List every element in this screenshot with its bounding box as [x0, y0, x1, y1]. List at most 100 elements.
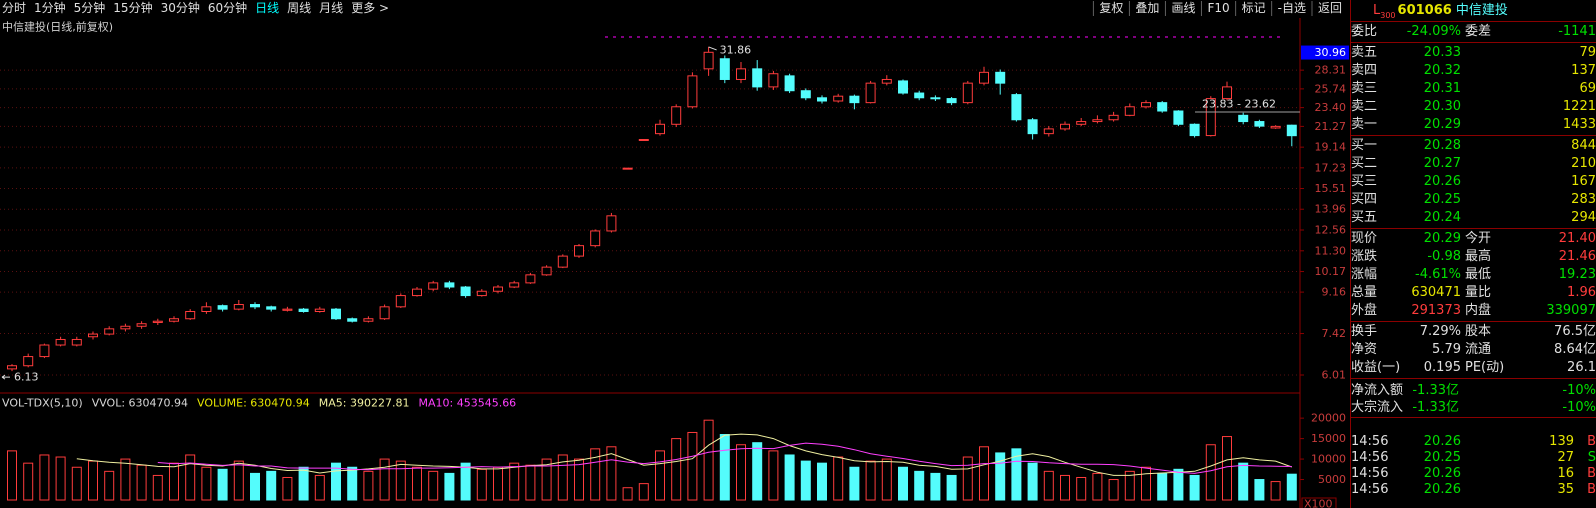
- book-volume: 294: [1571, 210, 1596, 225]
- volume-bar: [428, 470, 439, 501]
- stat-value: -0.98: [1427, 249, 1461, 264]
- volume-bar: [1173, 468, 1184, 501]
- chart-area: 中信建投(日线,前复权) 分时 1分钟 5分钟 15分钟 30分钟 60分钟 日线 周线 月线更…: [0, 0, 1349, 508]
- candle-body: [55, 338, 66, 346]
- min-pointer: [1, 374, 10, 380]
- range-label: 23.83 - 23.62: [1202, 98, 1276, 111]
- stat-value: 21.46: [1558, 249, 1596, 264]
- y-tick-label: 9.16: [1322, 286, 1347, 299]
- stat-label: 流通: [1465, 342, 1492, 357]
- volume-bar: [412, 466, 422, 501]
- candle-body: [946, 98, 957, 104]
- candle-body: [201, 306, 212, 313]
- volume-bar: [493, 466, 503, 501]
- toolbar-button[interactable]: 返回: [1318, 1, 1342, 15]
- volume-bar: [687, 431, 698, 501]
- period-tab[interactable]: 周线: [287, 1, 311, 15]
- candle-body: [1189, 123, 1200, 137]
- toolbar-button[interactable]: 叠加: [1135, 1, 1159, 15]
- trade-price: 20.26: [1423, 466, 1461, 481]
- toolbar-button[interactable]: 标记: [1242, 1, 1266, 15]
- candle-body: [395, 295, 406, 308]
- toolbar-button[interactable]: F10: [1207, 1, 1229, 15]
- stat-value: -24.09%: [1406, 24, 1461, 39]
- cursor-price: 30.96: [1315, 46, 1347, 59]
- trade-side: B: [1587, 466, 1596, 481]
- candle-body: [460, 286, 471, 297]
- volume-bar: [1254, 479, 1265, 501]
- period-tab[interactable]: 更多 >: [351, 1, 389, 15]
- candle-body: [152, 320, 163, 323]
- period-tab[interactable]: 1分钟: [34, 0, 66, 15]
- candle-body: [1222, 86, 1232, 100]
- period-tab[interactable]: 分时: [2, 1, 26, 15]
- stat-value: 8.64亿: [1554, 342, 1596, 357]
- volume-bar: [282, 476, 293, 501]
- candle-body: [347, 318, 358, 322]
- candle-body: [298, 308, 309, 313]
- candle-body: [1043, 128, 1054, 135]
- stat-value: 630471: [1411, 285, 1461, 300]
- stat-value: 339097: [1546, 303, 1596, 318]
- period-tab[interactable]: 5分钟: [74, 0, 106, 15]
- stat-label: 涨幅: [1351, 267, 1378, 282]
- trade-price: 20.26: [1423, 482, 1461, 497]
- period-tab[interactable]: 15分钟: [113, 0, 152, 15]
- volume-bar: [541, 458, 552, 501]
- volume-bar: [460, 462, 471, 501]
- candle-body: [282, 308, 293, 311]
- volume-bar: [962, 456, 973, 501]
- fundamentals: 换手 7.29% 股本 76.5亿 净资 5.79 流通 8.64亿 收益(一) 0.195 PE(…: [1351, 322, 1596, 379]
- volume-bar: [736, 444, 746, 501]
- volume-bar: [590, 448, 601, 501]
- book-level: 卖二: [1351, 99, 1378, 114]
- toolbar-button[interactable]: 画线: [1171, 1, 1195, 15]
- volume-bar: [525, 464, 536, 501]
- volume-bar: [23, 462, 34, 501]
- min-label: 6.13: [14, 371, 39, 384]
- volume-bar: [898, 466, 908, 501]
- flow-row: 大宗流入 -1.33亿 -10%: [1351, 399, 1596, 416]
- volume-bar: [622, 487, 633, 501]
- toolbar-button[interactable]: 复权: [1099, 1, 1123, 15]
- book-row: 买二 20.27 210: [1351, 155, 1596, 173]
- volume-bar: [331, 462, 341, 501]
- volume-bar: [1011, 448, 1022, 501]
- period-tab[interactable]: 日线: [255, 1, 279, 15]
- stat-label: 收益(一): [1351, 360, 1401, 375]
- stat-value: 21.40: [1558, 231, 1596, 246]
- period-tab[interactable]: 月线: [319, 1, 343, 15]
- candle-body: [412, 288, 422, 297]
- candle-body: [930, 97, 941, 100]
- volume-bar: [476, 468, 487, 501]
- stat-value: 19.23: [1558, 267, 1596, 282]
- book-volume: 844: [1571, 138, 1596, 153]
- candle-body: [898, 80, 908, 94]
- quote-header: L300 601066 中信建投: [1351, 0, 1596, 22]
- period-tab[interactable]: 60分钟: [208, 0, 247, 15]
- y-tick-label: 7.42: [1322, 327, 1347, 340]
- stat-label: 换手: [1351, 324, 1378, 339]
- volume-bar: [363, 470, 374, 501]
- volume-bar: [638, 483, 649, 501]
- volume-bar: [1222, 436, 1232, 501]
- candle-body: [719, 58, 730, 80]
- volume-bar: [606, 446, 617, 501]
- flow-row: 净流入额 -1.33亿 -10%: [1351, 382, 1596, 399]
- book-volume: 137: [1571, 63, 1596, 78]
- flow-percent: -10%: [1562, 383, 1596, 398]
- y-tick-label: 6.01: [1322, 369, 1347, 382]
- volume-bar: [88, 460, 98, 501]
- toolbar-button[interactable]: -自选: [1278, 1, 1306, 15]
- candle-body: [768, 73, 779, 88]
- stat-row: 总量 630471 量比 1.96: [1351, 284, 1596, 302]
- period-tab[interactable]: 30分钟: [161, 0, 200, 15]
- stat-value: 7.29%: [1419, 324, 1461, 339]
- volume-bar: [379, 458, 390, 501]
- candle-body: [1238, 114, 1249, 123]
- stat-row: 委比 -24.09% 委差 -1141: [1351, 23, 1596, 41]
- stat-label: 内盘: [1465, 303, 1492, 318]
- fund-flows: 净流入额 -1.33亿 -10% 大宗流入 -1.33亿 -10%: [1351, 381, 1596, 418]
- volume-bar: [7, 450, 17, 501]
- stat-label: 最低: [1465, 267, 1492, 282]
